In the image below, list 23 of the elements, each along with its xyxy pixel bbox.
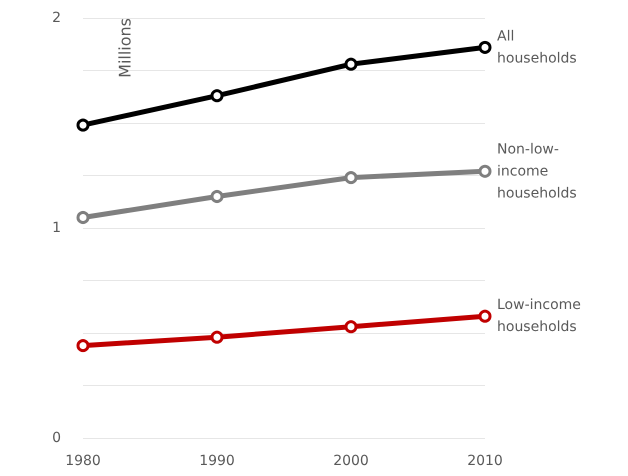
y-tick-label: 1	[52, 220, 61, 236]
point	[210, 190, 224, 203]
series-label: All households	[497, 28, 577, 66]
point	[344, 320, 358, 334]
point	[478, 310, 492, 323]
y-tick-label: 0	[52, 430, 61, 446]
y-axis-title: Millions	[116, 18, 134, 78]
point	[210, 89, 224, 102]
point	[76, 339, 90, 352]
point	[344, 171, 358, 184]
point	[76, 118, 90, 132]
x-tick-label: 2010	[467, 453, 503, 469]
point	[210, 330, 224, 344]
x-tick-label: 1990	[199, 453, 235, 469]
point	[344, 58, 358, 71]
x-tick-label: 2000	[333, 453, 369, 469]
point	[478, 40, 492, 54]
point	[76, 211, 90, 224]
y-tick-label: 2	[52, 10, 61, 26]
point	[478, 164, 492, 178]
series-label: Low-income households	[497, 297, 581, 336]
x-tick-label: 1980	[65, 453, 101, 469]
series-label: Non-low-income households	[497, 141, 577, 202]
